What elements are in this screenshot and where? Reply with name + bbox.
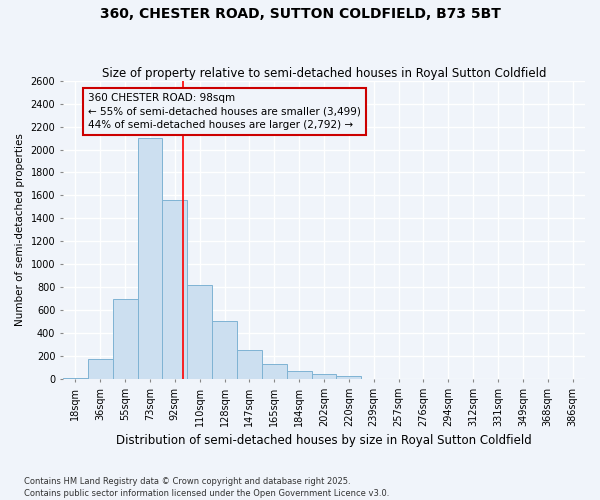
Bar [237,350,262,379]
Text: Contains HM Land Registry data © Crown copyright and database right 2025.
Contai: Contains HM Land Registry data © Crown c… [24,476,389,498]
Bar [337,376,361,379]
Bar [163,200,187,379]
Bar [311,374,337,379]
Y-axis label: Number of semi-detached properties: Number of semi-detached properties [15,134,25,326]
Bar [63,378,88,379]
Bar [113,298,137,379]
X-axis label: Distribution of semi-detached houses by size in Royal Sutton Coldfield: Distribution of semi-detached houses by … [116,434,532,448]
Text: 360, CHESTER ROAD, SUTTON COLDFIELD, B73 5BT: 360, CHESTER ROAD, SUTTON COLDFIELD, B73… [100,8,500,22]
Bar [212,320,237,379]
Bar [287,371,311,379]
Bar [262,364,287,379]
Bar [88,359,113,379]
Bar [137,138,163,379]
Bar [187,285,212,379]
Title: Size of property relative to semi-detached houses in Royal Sutton Coldfield: Size of property relative to semi-detach… [102,66,546,80]
Text: 360 CHESTER ROAD: 98sqm
← 55% of semi-detached houses are smaller (3,499)
44% of: 360 CHESTER ROAD: 98sqm ← 55% of semi-de… [88,94,361,130]
